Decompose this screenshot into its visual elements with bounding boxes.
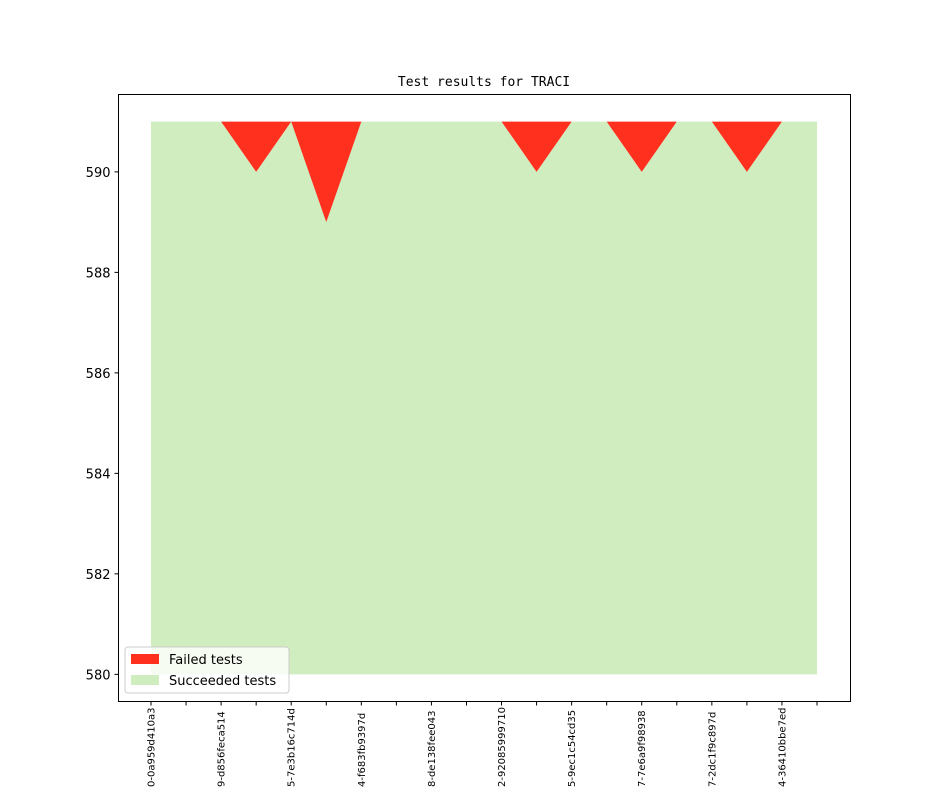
area-failed-tests bbox=[151, 121, 817, 223]
legend-label-failed: Failed tests bbox=[169, 653, 243, 668]
legend-label-succeeded: Succeeded tests bbox=[169, 674, 276, 689]
plot-frame bbox=[118, 94, 851, 702]
y-tick-label: 584 bbox=[86, 467, 111, 482]
x-tick-label: 4-36410bbe7ed bbox=[777, 708, 788, 787]
y-tick-label: 590 bbox=[86, 166, 111, 181]
x-tick-label: 7-2dc1f9c897d bbox=[707, 712, 718, 787]
legend-swatch-succeeded bbox=[131, 675, 159, 685]
legend: Failed tests Succeeded tests bbox=[124, 646, 290, 694]
x-tick-label: 7-7e6a9f98938 bbox=[637, 710, 648, 787]
x-tick-label: 5-7e3b16c714d bbox=[287, 708, 298, 787]
y-tick-label: 586 bbox=[86, 367, 111, 382]
x-tick-label: 9-d856feca514 bbox=[217, 711, 228, 787]
x-tick-label: 4-f683fb9397d bbox=[357, 713, 368, 787]
x-tick-label: 0-0a959d410a3 bbox=[147, 708, 158, 787]
legend-swatch-failed bbox=[131, 654, 159, 664]
chart-title: Test results for TRACI bbox=[398, 75, 570, 90]
legend-box bbox=[124, 646, 290, 694]
y-tick-label: 588 bbox=[86, 266, 111, 281]
area-succeeded-tests bbox=[151, 121, 817, 675]
x-tick-label: 2-92085999710 bbox=[497, 707, 508, 787]
x-tick-label: 8-de138fee043 bbox=[427, 711, 438, 787]
y-tick-label: 582 bbox=[86, 568, 111, 583]
y-tick-label: 580 bbox=[86, 668, 111, 683]
x-tick-label: 5-9ec1c54cd35 bbox=[567, 710, 578, 787]
